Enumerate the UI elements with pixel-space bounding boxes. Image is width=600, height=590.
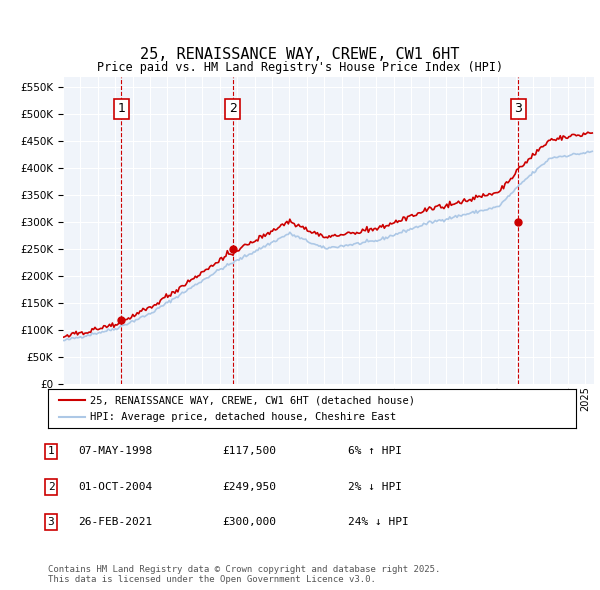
- Text: 26-FEB-2021: 26-FEB-2021: [78, 517, 152, 527]
- Text: 3: 3: [47, 517, 55, 527]
- Text: 2% ↓ HPI: 2% ↓ HPI: [348, 482, 402, 491]
- Text: Contains HM Land Registry data © Crown copyright and database right 2025.
This d: Contains HM Land Registry data © Crown c…: [48, 565, 440, 584]
- Text: 25, RENAISSANCE WAY, CREWE, CW1 6HT (detached house): 25, RENAISSANCE WAY, CREWE, CW1 6HT (det…: [90, 395, 415, 405]
- Text: HPI: Average price, detached house, Cheshire East: HPI: Average price, detached house, Ches…: [90, 412, 397, 422]
- Text: £117,500: £117,500: [222, 447, 276, 456]
- Text: £300,000: £300,000: [222, 517, 276, 527]
- Text: 2: 2: [229, 103, 236, 116]
- Text: 1: 1: [118, 103, 125, 116]
- Text: 24% ↓ HPI: 24% ↓ HPI: [348, 517, 409, 527]
- Text: £249,950: £249,950: [222, 482, 276, 491]
- Text: 3: 3: [514, 103, 522, 116]
- Text: Price paid vs. HM Land Registry's House Price Index (HPI): Price paid vs. HM Land Registry's House …: [97, 61, 503, 74]
- Text: 1: 1: [47, 447, 55, 456]
- Text: 25, RENAISSANCE WAY, CREWE, CW1 6HT: 25, RENAISSANCE WAY, CREWE, CW1 6HT: [140, 47, 460, 62]
- Text: 6% ↑ HPI: 6% ↑ HPI: [348, 447, 402, 456]
- Text: 2: 2: [47, 482, 55, 491]
- Text: 07-MAY-1998: 07-MAY-1998: [78, 447, 152, 456]
- Text: 01-OCT-2004: 01-OCT-2004: [78, 482, 152, 491]
